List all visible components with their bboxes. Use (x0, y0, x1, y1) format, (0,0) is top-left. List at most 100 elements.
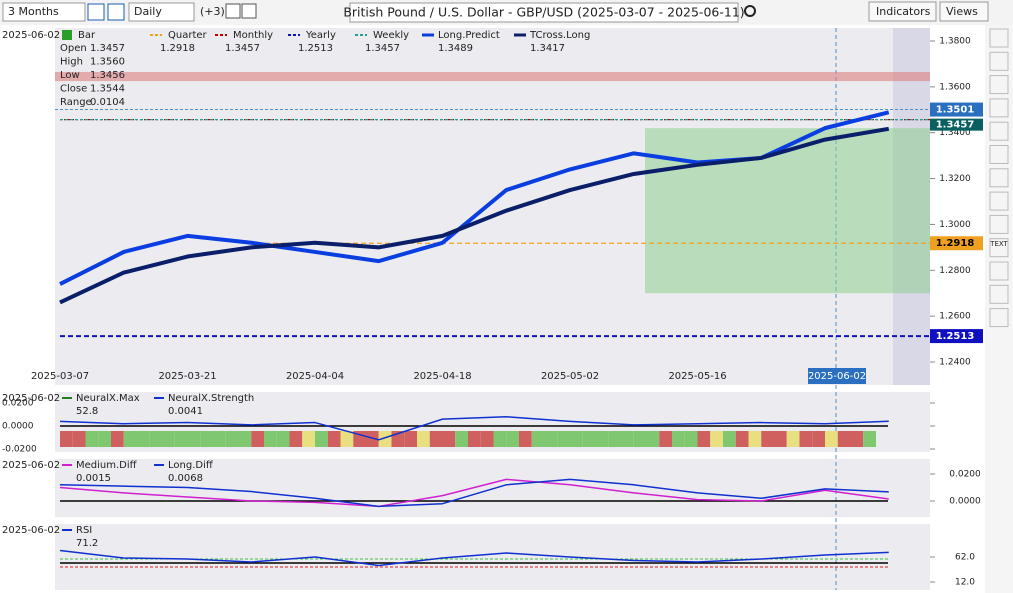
tool-button[interactable] (989, 145, 1009, 164)
legend-value: 1.2513 (298, 43, 333, 54)
tool-button[interactable] (989, 261, 1009, 281)
y-tick-label: 1.3400 (939, 128, 971, 138)
tool-button[interactable] (989, 284, 1009, 304)
legend-name: Long.Predict (438, 30, 500, 41)
strength-cell (455, 431, 468, 447)
price-label-box (930, 118, 983, 131)
strength-cell (519, 431, 532, 447)
views-text: Views (946, 5, 978, 18)
ohlc-value: 1.3544 (90, 84, 125, 95)
strength-cell (837, 431, 851, 447)
strength-cell (111, 431, 124, 447)
tool-button[interactable] (989, 51, 1009, 71)
strength-cell (366, 431, 379, 447)
current-price: 1.3501 (936, 105, 975, 116)
tool-button[interactable] (989, 28, 1009, 48)
legend-name: NeuralX.Strength (168, 393, 254, 404)
legend-name: RSI (76, 525, 92, 536)
legend-name: Medium.Diff (76, 460, 138, 471)
y-tick-label: 62.0 (955, 553, 975, 563)
y-tick-label: -0.0200 (2, 445, 37, 455)
symbol-box[interactable] (349, 2, 739, 23)
strength-cell (289, 431, 303, 447)
extra-text: (+3) (200, 5, 225, 18)
ohlc-name: Close (60, 84, 87, 95)
strength-cell (174, 431, 188, 447)
strength-cell (723, 431, 736, 447)
y-tick-label: 1.2400 (939, 358, 971, 368)
views-button[interactable] (939, 1, 989, 22)
strength-cell (493, 431, 507, 447)
x-tick-label: 2025-03-07 (31, 371, 89, 382)
strength-cell (340, 431, 354, 447)
legend-name: NeuralX.Max (76, 393, 140, 404)
add-button[interactable] (225, 3, 241, 19)
tool-button[interactable] (989, 214, 1009, 234)
legend-value: 1.3457 (225, 43, 260, 54)
panel-date: 2025-06-02 (2, 460, 60, 471)
tool-button[interactable] (989, 121, 1009, 141)
legend-value: 0.0041 (168, 406, 203, 417)
strength-cell (786, 431, 800, 447)
tool-button[interactable] (989, 168, 1009, 188)
price-label-box (930, 102, 983, 117)
strength-cell (136, 431, 150, 447)
strength-cell (302, 431, 315, 447)
legend-value: 1.3457 (365, 43, 400, 54)
interval-select[interactable] (128, 2, 195, 22)
ohlc-value: 0.0104 (90, 97, 125, 108)
legend-name: Weekly (373, 30, 409, 41)
strength-cell (825, 431, 838, 447)
legend-value: 1.3417 (530, 43, 565, 54)
range-select[interactable] (2, 2, 86, 22)
y-tick-label: 0.0200 (2, 399, 34, 409)
support-zone (645, 128, 930, 294)
y-tick-label: 12.0 (955, 578, 975, 588)
remove-button[interactable] (241, 3, 257, 19)
ohlc-value: 1.3560 (90, 57, 125, 68)
legend-name: Long.Diff (168, 460, 214, 471)
strength-cell (582, 431, 596, 447)
indicators-button[interactable] (868, 1, 937, 22)
tool-button[interactable] (989, 238, 1009, 258)
legend-name: Monthly (233, 30, 273, 41)
strength-cell (774, 431, 787, 447)
cursor-date: 2025-06-02 (808, 371, 866, 382)
indicator-line (59, 478, 889, 508)
tool-button[interactable] (989, 98, 1009, 118)
indicator-line (59, 549, 889, 567)
x-tick-label: 2025-03-21 (158, 371, 216, 382)
strength-cell (531, 431, 545, 447)
strength-cell (442, 431, 456, 447)
strength-cell (468, 431, 481, 447)
strength-cell (672, 431, 685, 447)
strength-cell (60, 431, 73, 447)
tool-button[interactable] (989, 75, 1009, 95)
zoom-in[interactable] (87, 3, 105, 21)
strength-cell (251, 431, 264, 447)
strength-cell (72, 431, 86, 447)
legend-date: 2025-06-02 (2, 30, 60, 41)
strength-cell (633, 431, 647, 447)
legend-value: 1.3489 (438, 43, 473, 54)
search-icon[interactable] (744, 5, 756, 17)
strength-cell (200, 431, 213, 447)
strength-cell (327, 431, 341, 447)
strength-cell (710, 431, 723, 447)
legend-name: Yearly (305, 30, 336, 41)
strength-cell (506, 431, 519, 447)
price-label: 1.2513 (936, 331, 975, 342)
strength-cell (417, 431, 430, 447)
strength-cell (621, 431, 634, 447)
tool-button[interactable] (989, 308, 1009, 328)
strength-cell (799, 431, 813, 447)
tool-button[interactable] (989, 191, 1009, 211)
strength-cell (149, 431, 162, 447)
ohlc-name: Low (60, 70, 80, 81)
ohlc-value: 1.3456 (90, 70, 125, 81)
y-tick-label: 0.0000 (2, 422, 34, 432)
strength-cell (225, 431, 239, 447)
y-tick-label: 1.3000 (939, 220, 971, 230)
zoom-out[interactable] (107, 3, 125, 21)
